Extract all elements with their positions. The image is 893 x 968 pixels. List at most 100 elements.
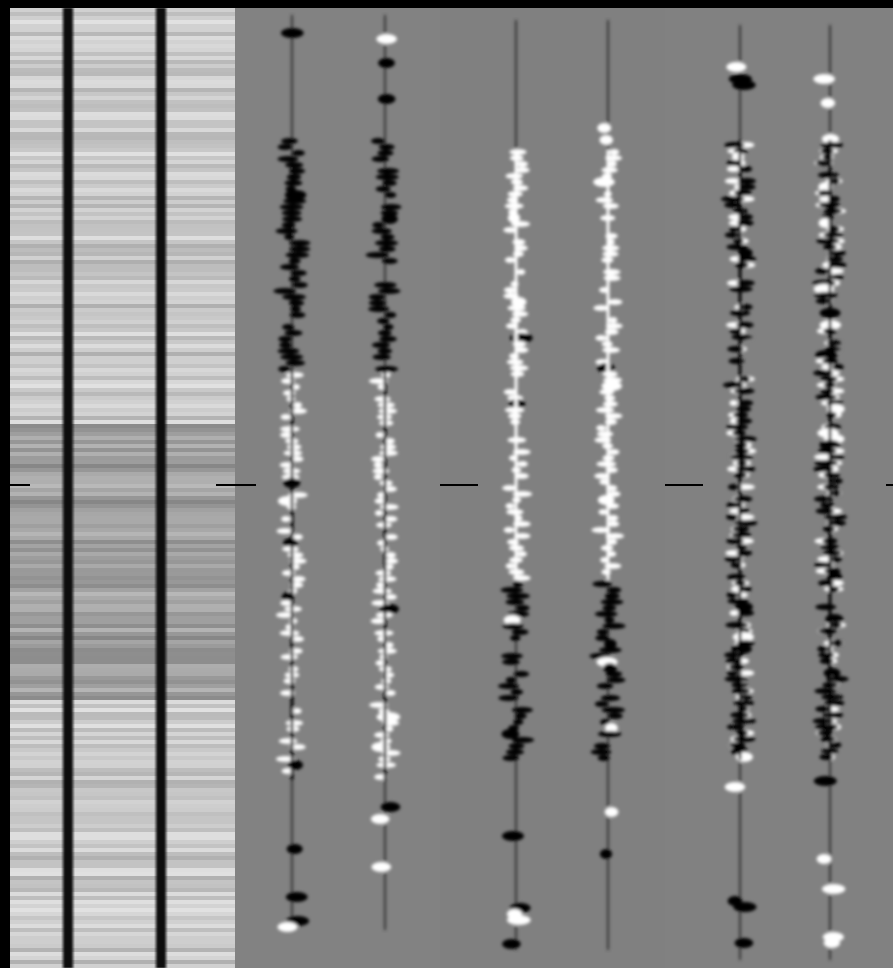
stripe [10, 484, 235, 488]
dark-feature [594, 743, 610, 749]
stripe [10, 480, 235, 484]
stripe [10, 560, 235, 564]
bright-feature [287, 552, 303, 558]
blob [726, 62, 746, 72]
stripe [10, 780, 235, 784]
dark-feature [284, 234, 294, 240]
dark-feature [823, 712, 844, 718]
dark-feature [506, 749, 524, 755]
dark-feature [292, 150, 305, 156]
stripe [10, 104, 235, 108]
stripe [10, 124, 235, 128]
absorption-line [156, 8, 166, 968]
dark-feature [732, 718, 756, 724]
stripe [10, 296, 235, 300]
stripe [10, 304, 235, 308]
bright-feature [281, 516, 291, 522]
stripe [10, 792, 235, 796]
dark-feature [376, 174, 399, 180]
stripe [10, 640, 235, 644]
bright-feature [512, 239, 525, 245]
stripe [10, 896, 235, 900]
bright-feature [281, 654, 299, 660]
blob [817, 854, 832, 864]
dark-feature [607, 587, 621, 593]
bright-feature [510, 149, 527, 155]
stripe [10, 808, 235, 812]
dark-feature [515, 713, 527, 719]
dark-feature [726, 592, 738, 598]
stripe [10, 852, 235, 856]
dark-feature [509, 743, 525, 749]
bright-feature [608, 449, 619, 455]
dark-feature [823, 232, 843, 238]
stripe [10, 300, 235, 304]
dark-feature [608, 713, 623, 719]
dark-feature [825, 514, 848, 520]
dark-feature [289, 276, 301, 282]
dark-feature [821, 148, 834, 154]
stripe [10, 496, 235, 500]
bright-feature [727, 166, 740, 172]
stripe [10, 316, 235, 320]
stripe [10, 884, 235, 888]
stripe [10, 932, 235, 936]
dark-feature [734, 388, 755, 394]
blob [371, 814, 389, 824]
dark-feature [740, 214, 753, 220]
bright-feature [286, 720, 303, 726]
dark-feature [373, 354, 391, 360]
stripe [10, 568, 235, 572]
stripe [10, 348, 235, 352]
blob [372, 862, 392, 872]
stripe [10, 184, 235, 188]
blob [732, 80, 756, 90]
blob [376, 34, 396, 44]
stripe [10, 428, 235, 432]
dark-feature [372, 156, 389, 162]
bright-feature [506, 173, 523, 179]
stripe [10, 324, 235, 328]
stripe [10, 292, 235, 296]
blob [822, 884, 845, 894]
dark-feature [592, 581, 611, 587]
bright-feature [376, 582, 385, 588]
stripe [10, 432, 235, 436]
blob [502, 831, 524, 841]
dark-feature [369, 300, 387, 306]
stripe [10, 844, 235, 848]
stripe [10, 736, 235, 740]
stripe [10, 948, 235, 952]
dark-feature [506, 599, 525, 605]
stripe [10, 340, 235, 344]
stripe [10, 344, 235, 348]
blob [605, 807, 619, 817]
stripe [10, 964, 235, 968]
stripe [10, 156, 235, 160]
stripe [10, 176, 235, 180]
dark-feature [832, 364, 844, 370]
bright-feature [281, 414, 292, 420]
bright-feature [385, 690, 396, 696]
stripe [10, 836, 235, 840]
blob [725, 782, 745, 792]
bright-feature [517, 461, 528, 467]
stripe [10, 352, 235, 356]
dark-feature [821, 388, 834, 394]
stripe [10, 732, 235, 736]
stripe [10, 96, 235, 100]
stripe [10, 556, 235, 560]
dark-feature [727, 670, 738, 676]
dark-feature [597, 629, 609, 635]
dark-feature [382, 180, 396, 186]
bright-feature [293, 402, 302, 408]
dark-feature [605, 593, 620, 599]
stripe [10, 500, 235, 504]
stripe [10, 720, 235, 724]
stripe [10, 272, 235, 276]
bright-feature [603, 203, 619, 209]
stripe [10, 936, 235, 940]
stripe [10, 224, 235, 228]
stripe [10, 532, 235, 536]
absorption-line [63, 8, 73, 968]
